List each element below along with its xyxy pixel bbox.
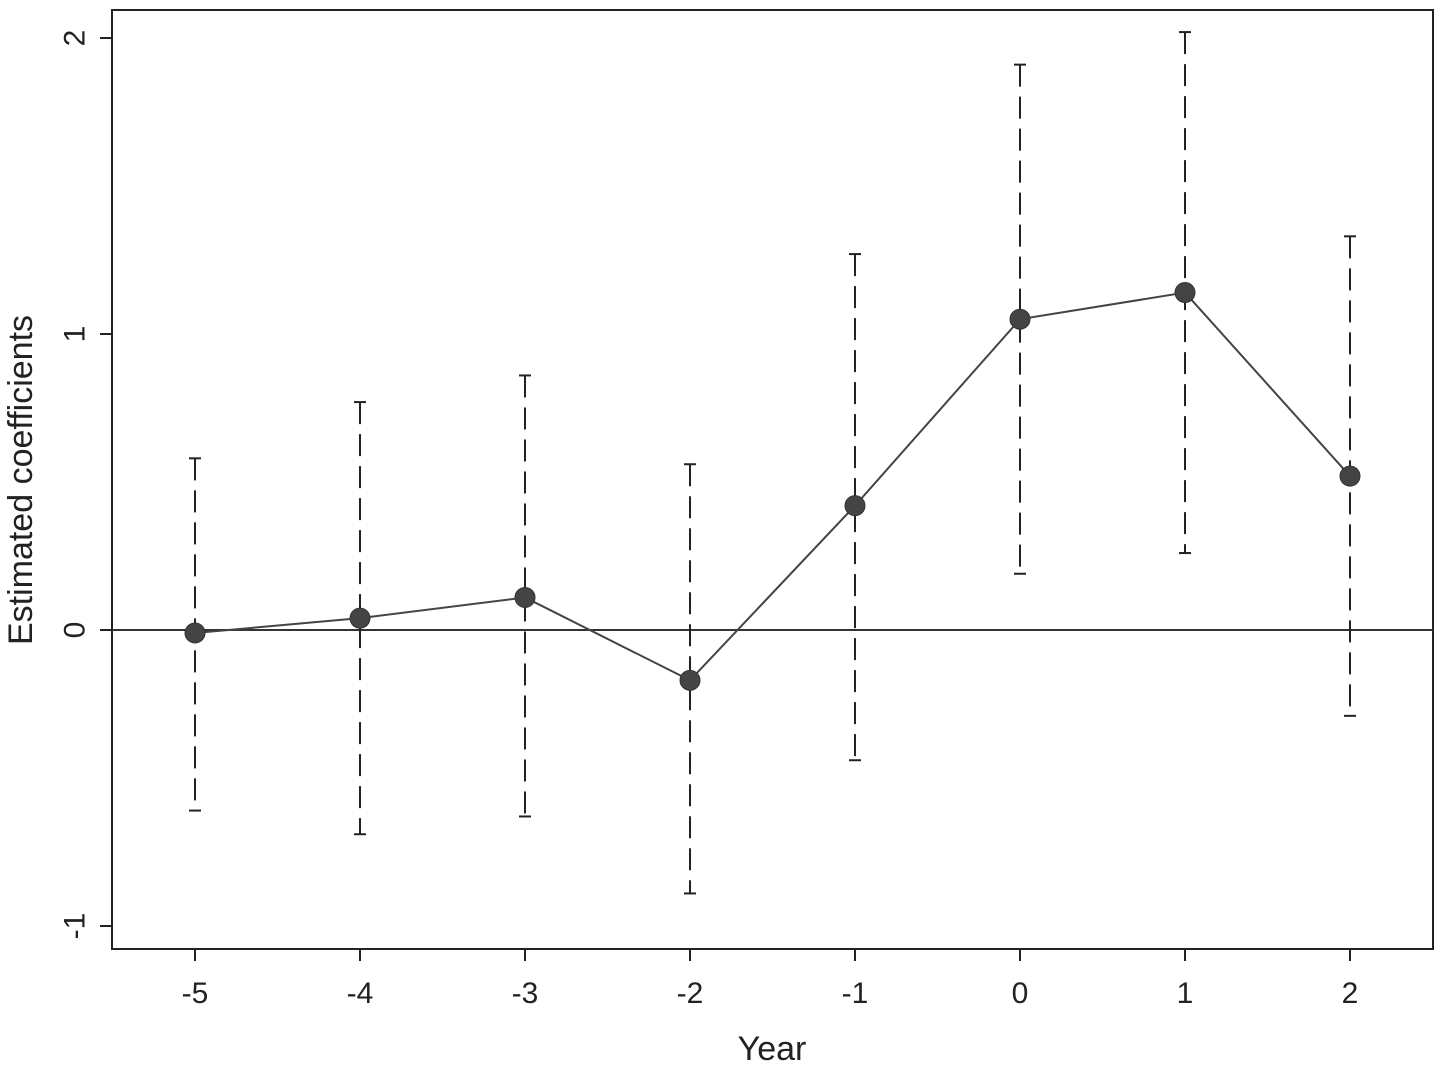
x-tick-label: 2 <box>1342 977 1359 1010</box>
data-point <box>1339 465 1361 487</box>
x-tick-label: -2 <box>677 977 704 1010</box>
plot-frame <box>111 9 1434 950</box>
x-tick-label: -4 <box>347 977 374 1010</box>
y-tick-label: 2 <box>59 30 92 47</box>
data-point <box>679 669 701 691</box>
confidence-intervals <box>189 31 1356 895</box>
y-tick-label: 0 <box>59 622 92 639</box>
x-tick-label: 0 <box>1012 977 1029 1010</box>
x-axis: -5 -4 -3 -2 -1 0 1 2 <box>182 949 1359 1010</box>
data-point <box>1174 282 1196 304</box>
x-tick-label: -3 <box>512 977 539 1010</box>
x-axis-title: Year <box>738 1030 807 1068</box>
data-point <box>844 495 866 517</box>
y-axis: -1 0 1 2 <box>59 30 112 940</box>
x-tick-label: 1 <box>1177 977 1194 1010</box>
data-point <box>514 586 536 608</box>
coefficient-points <box>184 282 1361 691</box>
y-tick-label: -1 <box>59 913 92 940</box>
data-point <box>349 607 371 629</box>
data-point <box>184 622 206 644</box>
y-tick-label: 1 <box>59 326 92 343</box>
x-tick-label: -5 <box>182 977 209 1010</box>
coefficient-line <box>194 291 1351 682</box>
data-point <box>1009 308 1031 330</box>
y-axis-title: Estimated coefficients <box>2 315 40 645</box>
x-tick-label: -1 <box>842 977 869 1010</box>
